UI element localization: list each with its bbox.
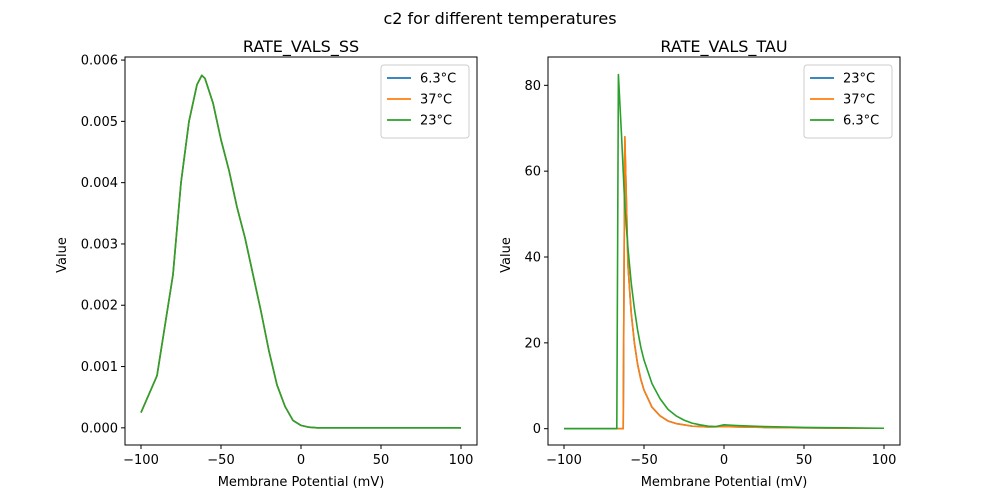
legend-label: 23°C — [420, 114, 452, 129]
y-tick-label: 0.002 — [81, 299, 118, 314]
y-tick-label: 20 — [524, 336, 541, 351]
legend: 6.3°C 37°C 23°C — [380, 64, 470, 139]
series-group — [564, 73, 885, 430]
legend-label: 37°C — [843, 93, 875, 108]
subplot-title: RATE_VALS_TAU — [660, 37, 787, 57]
y-axis-label: Value — [499, 237, 514, 273]
legend-label: 37°C — [420, 93, 452, 108]
y-axis-label: Value — [55, 237, 70, 273]
series-line-23°C — [564, 136, 884, 430]
subplot-rate-vals-ss: RATE_VALS_SS Membrane Potential (mV) Val… — [55, 37, 478, 490]
y-tick-label: 60 — [524, 165, 541, 180]
x-tick-label: −50 — [630, 453, 657, 468]
x-tick-label: 50 — [796, 453, 813, 468]
y-tick-label: 0.006 — [81, 54, 118, 69]
legend-label: 23°C — [843, 72, 875, 87]
y-tick-label: 0.000 — [81, 421, 118, 436]
y-tick-label: 40 — [524, 251, 541, 266]
subplot-rate-vals-tau: RATE_VALS_TAU Membrane Potential (mV) Va… — [499, 37, 901, 490]
subplot-title: RATE_VALS_SS — [243, 37, 359, 57]
y-tick-label: 0 — [533, 422, 541, 437]
x-tick-label: 50 — [373, 453, 390, 468]
y-tick-label: 0.004 — [81, 176, 118, 191]
x-tick-label: 100 — [872, 453, 897, 468]
legend-label: 6.3°C — [843, 114, 879, 129]
series-line-6.3°C — [564, 73, 885, 430]
x-tick-label: 100 — [449, 453, 474, 468]
y-tick-label: 0.001 — [81, 360, 118, 375]
x-tick-label: −50 — [207, 453, 234, 468]
series-line-37°C — [564, 136, 884, 430]
x-tick-label: 0 — [720, 453, 728, 468]
legend: 23°C 37°C 6.3°C — [803, 64, 893, 139]
x-tick-label: 0 — [297, 453, 305, 468]
y-tick-label: 0.003 — [81, 237, 118, 252]
y-tick-label: 0.005 — [81, 115, 118, 130]
x-tick-label: −100 — [123, 453, 159, 468]
series-line-23°C — [140, 74, 461, 429]
legend-label: 6.3°C — [420, 72, 456, 87]
x-axis-label: Membrane Potential (mV) — [218, 475, 385, 490]
y-tick-label: 80 — [524, 79, 541, 94]
x-axis-label: Membrane Potential (mV) — [641, 475, 808, 490]
x-tick-label: −100 — [546, 453, 582, 468]
series-group — [140, 74, 461, 429]
figure-suptitle: c2 for different temperatures — [383, 9, 616, 28]
